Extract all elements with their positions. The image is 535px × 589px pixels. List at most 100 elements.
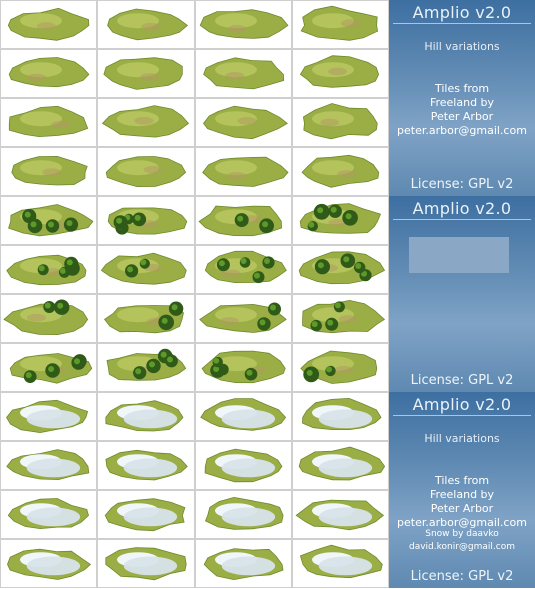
hill-icon [301,154,379,188]
tree-highlight [258,319,265,326]
title-divider [393,23,531,24]
hill-icon [103,57,183,90]
tree-highlight [330,206,337,213]
tree-highlight [25,372,32,379]
hill-icon [299,55,379,88]
plain-hill-tile [194,147,292,196]
panel-license: License: GPL v2 [410,177,514,192]
title-divider [393,219,531,220]
tree-highlight [127,266,134,273]
snow-patch [123,556,178,576]
hill-icon [105,547,187,581]
tree-highlight [24,211,31,218]
hill-icon [299,544,383,579]
snow-patch [123,458,178,478]
hill-icon [3,299,89,336]
wooded-hill-tile [291,294,390,343]
plain-hill-tile [194,49,292,98]
tree-highlight [66,220,73,227]
tree-highlight [57,302,64,309]
hill-icon [106,156,187,188]
plain-hill-tile [97,0,195,49]
snowy-hill-tile [97,441,195,490]
dirt-patch [141,22,161,31]
snow-patch [26,556,81,576]
hill-icon [106,348,187,381]
snow-credit-line: Snow by daavko [425,529,499,539]
panel-title: Amplio v2.0 [412,3,512,22]
hill-icon [298,446,385,481]
tree-highlight [317,262,324,269]
hill-icon [199,9,288,39]
hill-icon [9,353,93,384]
tree-highlight [212,357,219,364]
plain-hill-tile [0,0,98,49]
tree-highlight [160,351,167,358]
plain-hill-tile [291,147,390,196]
hill-icon [201,350,286,384]
snowy-hill-tile [0,441,98,490]
dirt-patch [26,313,46,322]
credit-email: peter.arbor@gmail.com [397,516,527,529]
snow-patch [221,409,275,429]
plain-hill-tile [97,98,195,147]
tree-highlight [218,260,225,267]
dirt-patch [36,22,56,30]
snow-patch [123,409,178,429]
panel-credits: Tiles from Freeland by Peter Arbor peter… [389,474,535,530]
dirt-patch [219,317,239,325]
plain-hill-tile [97,49,195,98]
hill-icon [204,496,284,530]
snow-patch [318,507,372,527]
wooded-hill-tile [194,245,292,294]
hill-icon [298,251,385,285]
wooded-hill-tile [97,343,195,392]
tree-highlight [134,214,141,221]
snowy-hill-tile [0,392,98,441]
plain-hill-tile [0,49,98,98]
wooded-hill-tile [194,294,292,343]
hill-icon [300,5,378,41]
snowy-hill-tile [194,490,292,539]
snow-patch [123,507,178,527]
hill-icon [104,301,185,334]
snowy-hill-tile [0,539,98,588]
hill-icon [201,156,289,187]
hill-icon [107,8,189,41]
hill-icon [299,203,381,234]
tree-highlight [306,369,313,376]
snowy-hill-tile [97,539,195,588]
tree-highlight [316,207,323,214]
hill-icon [197,205,282,237]
plain-hill-tile [291,0,390,49]
hill-highlight [117,307,160,323]
snowy-hill-tile [291,392,390,441]
hill-icon [7,548,92,580]
dirt-patch [328,219,348,227]
snowy-hill-tile [291,441,390,490]
tree-highlight [135,368,142,375]
wooded-hill-tile [0,294,98,343]
panel-license: License: GPL v2 [410,373,514,388]
plain-hill-tile [291,98,390,147]
hill-icon [204,250,287,284]
plain-hill-tile [194,98,292,147]
hill-icon [301,299,385,334]
tree-highlight [73,358,80,365]
hill-icon [300,350,378,384]
hill-icon [6,254,87,286]
tree-highlight [253,272,260,279]
snowy-hill-tile [194,392,292,441]
plain-hill-tile [194,0,292,49]
wooded-hill-tile [194,196,292,245]
tree-highlight [245,369,252,376]
hill-highlight [19,111,62,127]
hill-icon [198,302,287,333]
dirt-patch [236,117,256,125]
wooded-hill-tile [97,245,195,294]
panel-license: License: GPL v2 [410,569,514,584]
hill-icon [203,548,283,581]
snow-patch [318,556,372,576]
tree-highlight [66,259,73,266]
snow-patch [26,507,81,527]
